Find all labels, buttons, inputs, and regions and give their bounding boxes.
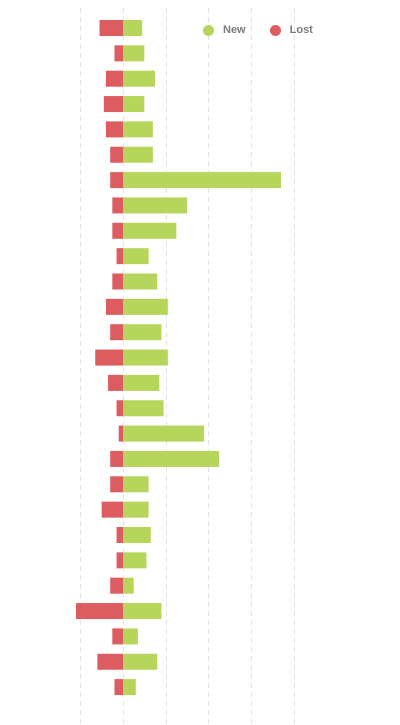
bar-lost-11[interactable]: [112, 273, 123, 290]
bar-lost-15[interactable]: [108, 374, 123, 391]
bar-new-26[interactable]: [123, 653, 158, 670]
bar-new-7[interactable]: [123, 172, 281, 189]
bar-new-9[interactable]: [123, 222, 177, 239]
bar-lost-12[interactable]: [105, 298, 123, 315]
bar-lost-5[interactable]: [105, 121, 123, 138]
bar-lost-8[interactable]: [112, 197, 123, 214]
bar-lost-20[interactable]: [101, 501, 123, 518]
bar-new-27[interactable]: [123, 679, 136, 696]
bar-new-19[interactable]: [123, 476, 149, 493]
legend-item-new[interactable]: New: [203, 24, 246, 36]
bar-lost-19[interactable]: [110, 476, 123, 493]
legend-swatch-new: [203, 24, 214, 36]
bar-lost-26[interactable]: [97, 653, 123, 670]
bar-lost-13[interactable]: [110, 324, 123, 341]
bar-lost-25[interactable]: [112, 628, 123, 645]
bar-new-11[interactable]: [123, 273, 158, 290]
bar-new-8[interactable]: [123, 197, 188, 214]
bar-lost-14[interactable]: [95, 349, 123, 366]
bar-new-12[interactable]: [123, 298, 168, 315]
bar-new-4[interactable]: [123, 96, 145, 113]
bar-new-15[interactable]: [123, 374, 160, 391]
bar-new-23[interactable]: [123, 577, 134, 594]
bar-lost-7[interactable]: [110, 172, 123, 189]
bar-lost-18[interactable]: [110, 450, 123, 467]
bar-new-20[interactable]: [123, 501, 149, 518]
bar-new-13[interactable]: [123, 324, 162, 341]
bar-new-18[interactable]: [123, 450, 220, 467]
bar-lost-24[interactable]: [76, 603, 123, 620]
legend-label-lost: Lost: [289, 24, 313, 36]
bar-lost-23[interactable]: [110, 577, 123, 594]
bar-new-5[interactable]: [123, 121, 153, 138]
bar-lost-27[interactable]: [114, 679, 123, 696]
bar-lost-21[interactable]: [116, 527, 123, 543]
bar-lost-9[interactable]: [112, 222, 123, 239]
legend-swatch-lost: [269, 24, 281, 36]
bar-lost-1[interactable]: [99, 20, 123, 36]
bar-lost-4[interactable]: [103, 96, 123, 113]
bar-new-21[interactable]: [123, 527, 151, 543]
bar-lost-22[interactable]: [116, 552, 123, 569]
bar-new-25[interactable]: [123, 628, 138, 645]
bar-new-22[interactable]: [123, 552, 147, 569]
bar-lost-17[interactable]: [118, 425, 123, 442]
bar-new-10[interactable]: [123, 248, 149, 265]
bar-lost-16[interactable]: [116, 400, 123, 417]
bar-new-2[interactable]: [123, 45, 145, 62]
bar-new-16[interactable]: [123, 400, 164, 417]
bar-new-1[interactable]: [123, 20, 143, 36]
legend: New Lost: [203, 24, 313, 36]
bar-new-14[interactable]: [123, 349, 168, 366]
bar-new-3[interactable]: [123, 70, 156, 87]
bar-new-17[interactable]: [123, 425, 205, 442]
bar-new-6[interactable]: [123, 146, 153, 163]
bar-new-24[interactable]: [123, 603, 162, 620]
bar-lost-2[interactable]: [114, 45, 123, 62]
bars: [76, 20, 281, 696]
legend-label-new: New: [223, 24, 246, 36]
bar-lost-6[interactable]: [110, 146, 123, 163]
bar-lost-10[interactable]: [116, 248, 123, 265]
bar-lost-3[interactable]: [105, 70, 123, 87]
legend-item-lost[interactable]: Lost: [269, 24, 313, 36]
